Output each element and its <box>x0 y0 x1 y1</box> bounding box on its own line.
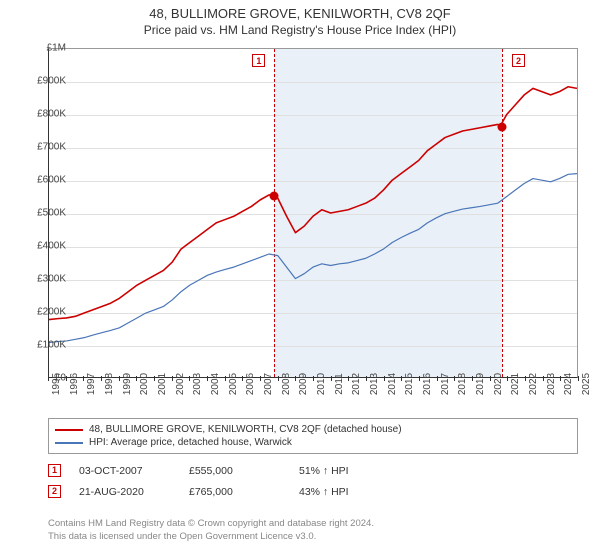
y-tick-label: £300K <box>22 274 66 285</box>
x-tick-label: 2020 <box>493 373 504 395</box>
sales-row-1-date: 03-OCT-2007 <box>79 465 189 477</box>
x-tick-label: 2018 <box>457 373 468 395</box>
y-tick-label: £500K <box>22 208 66 219</box>
y-tick-label: £700K <box>22 142 66 153</box>
footnote-line-1: Contains HM Land Registry data © Crown c… <box>48 518 578 531</box>
legend-label-hpi: HPI: Average price, detached house, Warw… <box>89 437 292 448</box>
x-tick-label: 2012 <box>351 373 362 395</box>
footnote: Contains HM Land Registry data © Crown c… <box>48 518 578 544</box>
sale-point-2 <box>497 122 506 131</box>
x-tick-label: 2024 <box>563 373 574 395</box>
sales-row-1-price: £555,000 <box>189 465 299 477</box>
sales-row-2-date: 21-AUG-2020 <box>79 486 189 498</box>
x-tick-label: 2019 <box>475 373 486 395</box>
x-tick-label: 2003 <box>192 373 203 395</box>
sale-marker-1: 1 <box>252 54 265 67</box>
sales-row-2-price: £765,000 <box>189 486 299 498</box>
x-tick-label: 2009 <box>298 373 309 395</box>
x-tick-label: 2017 <box>440 373 451 395</box>
y-tick-label: £900K <box>22 76 66 87</box>
x-tick-label: 1998 <box>104 373 115 395</box>
x-tick-label: 1996 <box>69 373 80 395</box>
x-tick-label: 1999 <box>122 373 133 395</box>
x-tick-label: 2011 <box>334 373 345 395</box>
x-tick-label: 2013 <box>369 373 380 395</box>
line-series <box>49 49 577 377</box>
x-tick-label: 2010 <box>316 373 327 395</box>
x-tick-label: 2006 <box>245 373 256 395</box>
chart-title: 48, BULLIMORE GROVE, KENILWORTH, CV8 2QF <box>0 0 600 21</box>
x-tick-label: 2002 <box>175 373 186 395</box>
x-tick-label: 2016 <box>422 373 433 395</box>
sales-row-1-marker: 1 <box>48 464 61 477</box>
legend-item-hpi: HPI: Average price, detached house, Warw… <box>55 436 571 449</box>
x-tick-label: 2001 <box>157 373 168 395</box>
x-tick-label: 1997 <box>86 373 97 395</box>
x-tick-label: 2021 <box>510 373 521 395</box>
x-tick-label: 2015 <box>404 373 415 395</box>
y-tick-label: £800K <box>22 109 66 120</box>
y-tick-label: £1M <box>22 43 66 54</box>
sales-row-1: 1 03-OCT-2007 £555,000 51% ↑ HPI <box>48 460 578 481</box>
x-tick-label: 2008 <box>281 373 292 395</box>
plot-area: 1 2 <box>48 48 578 378</box>
x-tick-label: 1995 <box>51 373 62 395</box>
sale-marker-2: 2 <box>512 54 525 67</box>
x-tick-label: 2007 <box>263 373 274 395</box>
footnote-line-2: This data is licensed under the Open Gov… <box>48 531 578 544</box>
y-tick-label: £600K <box>22 175 66 186</box>
sales-row-2: 2 21-AUG-2020 £765,000 43% ↑ HPI <box>48 481 578 502</box>
x-tick-label: 2025 <box>581 373 592 395</box>
chart-subtitle: Price paid vs. HM Land Registry's House … <box>0 21 600 41</box>
chart-container: 48, BULLIMORE GROVE, KENILWORTH, CV8 2QF… <box>0 0 600 560</box>
y-tick-label: £400K <box>22 241 66 252</box>
y-tick-label: £200K <box>22 307 66 318</box>
sales-table: 1 03-OCT-2007 £555,000 51% ↑ HPI 2 21-AU… <box>48 460 578 502</box>
legend-swatch-property <box>55 429 83 431</box>
legend-label-property: 48, BULLIMORE GROVE, KENILWORTH, CV8 2QF… <box>89 424 402 435</box>
x-tick-label: 2014 <box>387 373 398 395</box>
y-tick-label: £100K <box>22 340 66 351</box>
legend-swatch-hpi <box>55 442 83 444</box>
series-hpi <box>49 174 577 343</box>
sales-row-2-delta: 43% ↑ HPI <box>299 486 409 498</box>
legend: 48, BULLIMORE GROVE, KENILWORTH, CV8 2QF… <box>48 418 578 454</box>
legend-item-property: 48, BULLIMORE GROVE, KENILWORTH, CV8 2QF… <box>55 423 571 436</box>
sales-row-2-marker: 2 <box>48 485 61 498</box>
sales-row-1-delta: 51% ↑ HPI <box>299 465 409 477</box>
x-tick-label: 2004 <box>210 373 221 395</box>
x-tick-label: 2000 <box>139 373 150 395</box>
x-tick-label: 2005 <box>228 373 239 395</box>
sale-point-1 <box>270 191 279 200</box>
x-tick-label: 2023 <box>546 373 557 395</box>
x-tick-label: 2022 <box>528 373 539 395</box>
